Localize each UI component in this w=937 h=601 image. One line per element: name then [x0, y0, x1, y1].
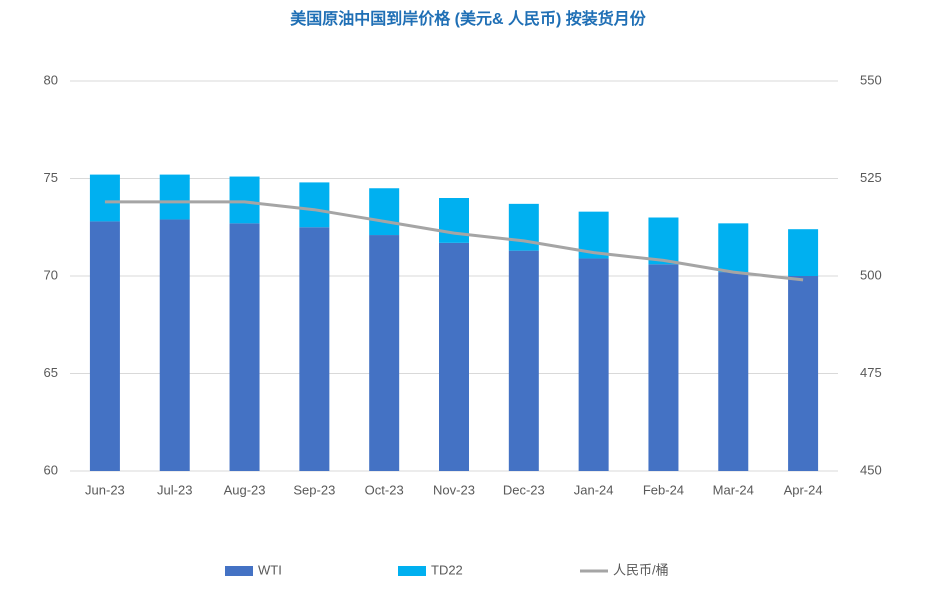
- x-tick-label: Jan-24: [574, 482, 614, 497]
- legend-label: TD22: [431, 562, 463, 577]
- legend-label: WTI: [258, 562, 282, 577]
- x-tick-label: Jul-23: [157, 482, 192, 497]
- bar-segment: [159, 219, 190, 471]
- bar-segment: [89, 174, 120, 222]
- line: [104, 200, 804, 282]
- bar-segment: [439, 242, 469, 471]
- y-tick-label: 75: [44, 170, 58, 185]
- bar-segment: [369, 188, 400, 236]
- y-tick-label: 80: [44, 72, 58, 87]
- bar-segment: [89, 221, 120, 471]
- bar-segment: [299, 227, 330, 471]
- x-tick-label: Dec-23: [503, 482, 545, 497]
- y2-tick-label: 475: [860, 365, 882, 380]
- bar-segment: [578, 258, 609, 471]
- y2-tick-label: 500: [860, 267, 882, 282]
- bar-segment: [648, 217, 679, 265]
- bar-segment: [648, 264, 679, 471]
- legend-label: 人民币/桶: [613, 562, 669, 577]
- bar-segment: [229, 223, 260, 471]
- x-tick-label: Sep-23: [293, 482, 335, 497]
- x-tick-label: Aug-23: [224, 482, 266, 497]
- legend-swatch: [225, 566, 253, 576]
- bar-segment: [159, 174, 190, 220]
- bar-segment: [229, 176, 260, 224]
- bar-segment: [439, 198, 469, 243]
- legend-swatch: [398, 566, 426, 576]
- x-tick-label: Nov-23: [433, 482, 475, 497]
- y2-tick-label: 525: [860, 170, 882, 185]
- bar-segment: [718, 223, 749, 273]
- x-tick-label: Oct-23: [365, 482, 404, 497]
- y-tick-label: 65: [44, 365, 58, 380]
- chart-title: 美国原油中国到岸价格 (美元& 人民币) 按装货月份: [290, 9, 647, 28]
- bar-segment: [718, 272, 749, 471]
- x-tick-label: Apr-24: [784, 482, 823, 497]
- y2-tick-label: 550: [860, 72, 882, 87]
- x-tick-label: Jun-23: [85, 482, 125, 497]
- bar-segment: [508, 250, 539, 471]
- x-tick-label: Mar-24: [713, 482, 754, 497]
- bar-segment: [788, 229, 819, 276]
- x-tick-label: Feb-24: [643, 482, 684, 497]
- bar-segment: [299, 182, 330, 228]
- y-tick-label: 60: [44, 462, 58, 477]
- bar-segment: [369, 235, 400, 471]
- bar-segment: [788, 276, 819, 471]
- y2-tick-label: 450: [860, 462, 882, 477]
- y-tick-label: 70: [44, 267, 58, 282]
